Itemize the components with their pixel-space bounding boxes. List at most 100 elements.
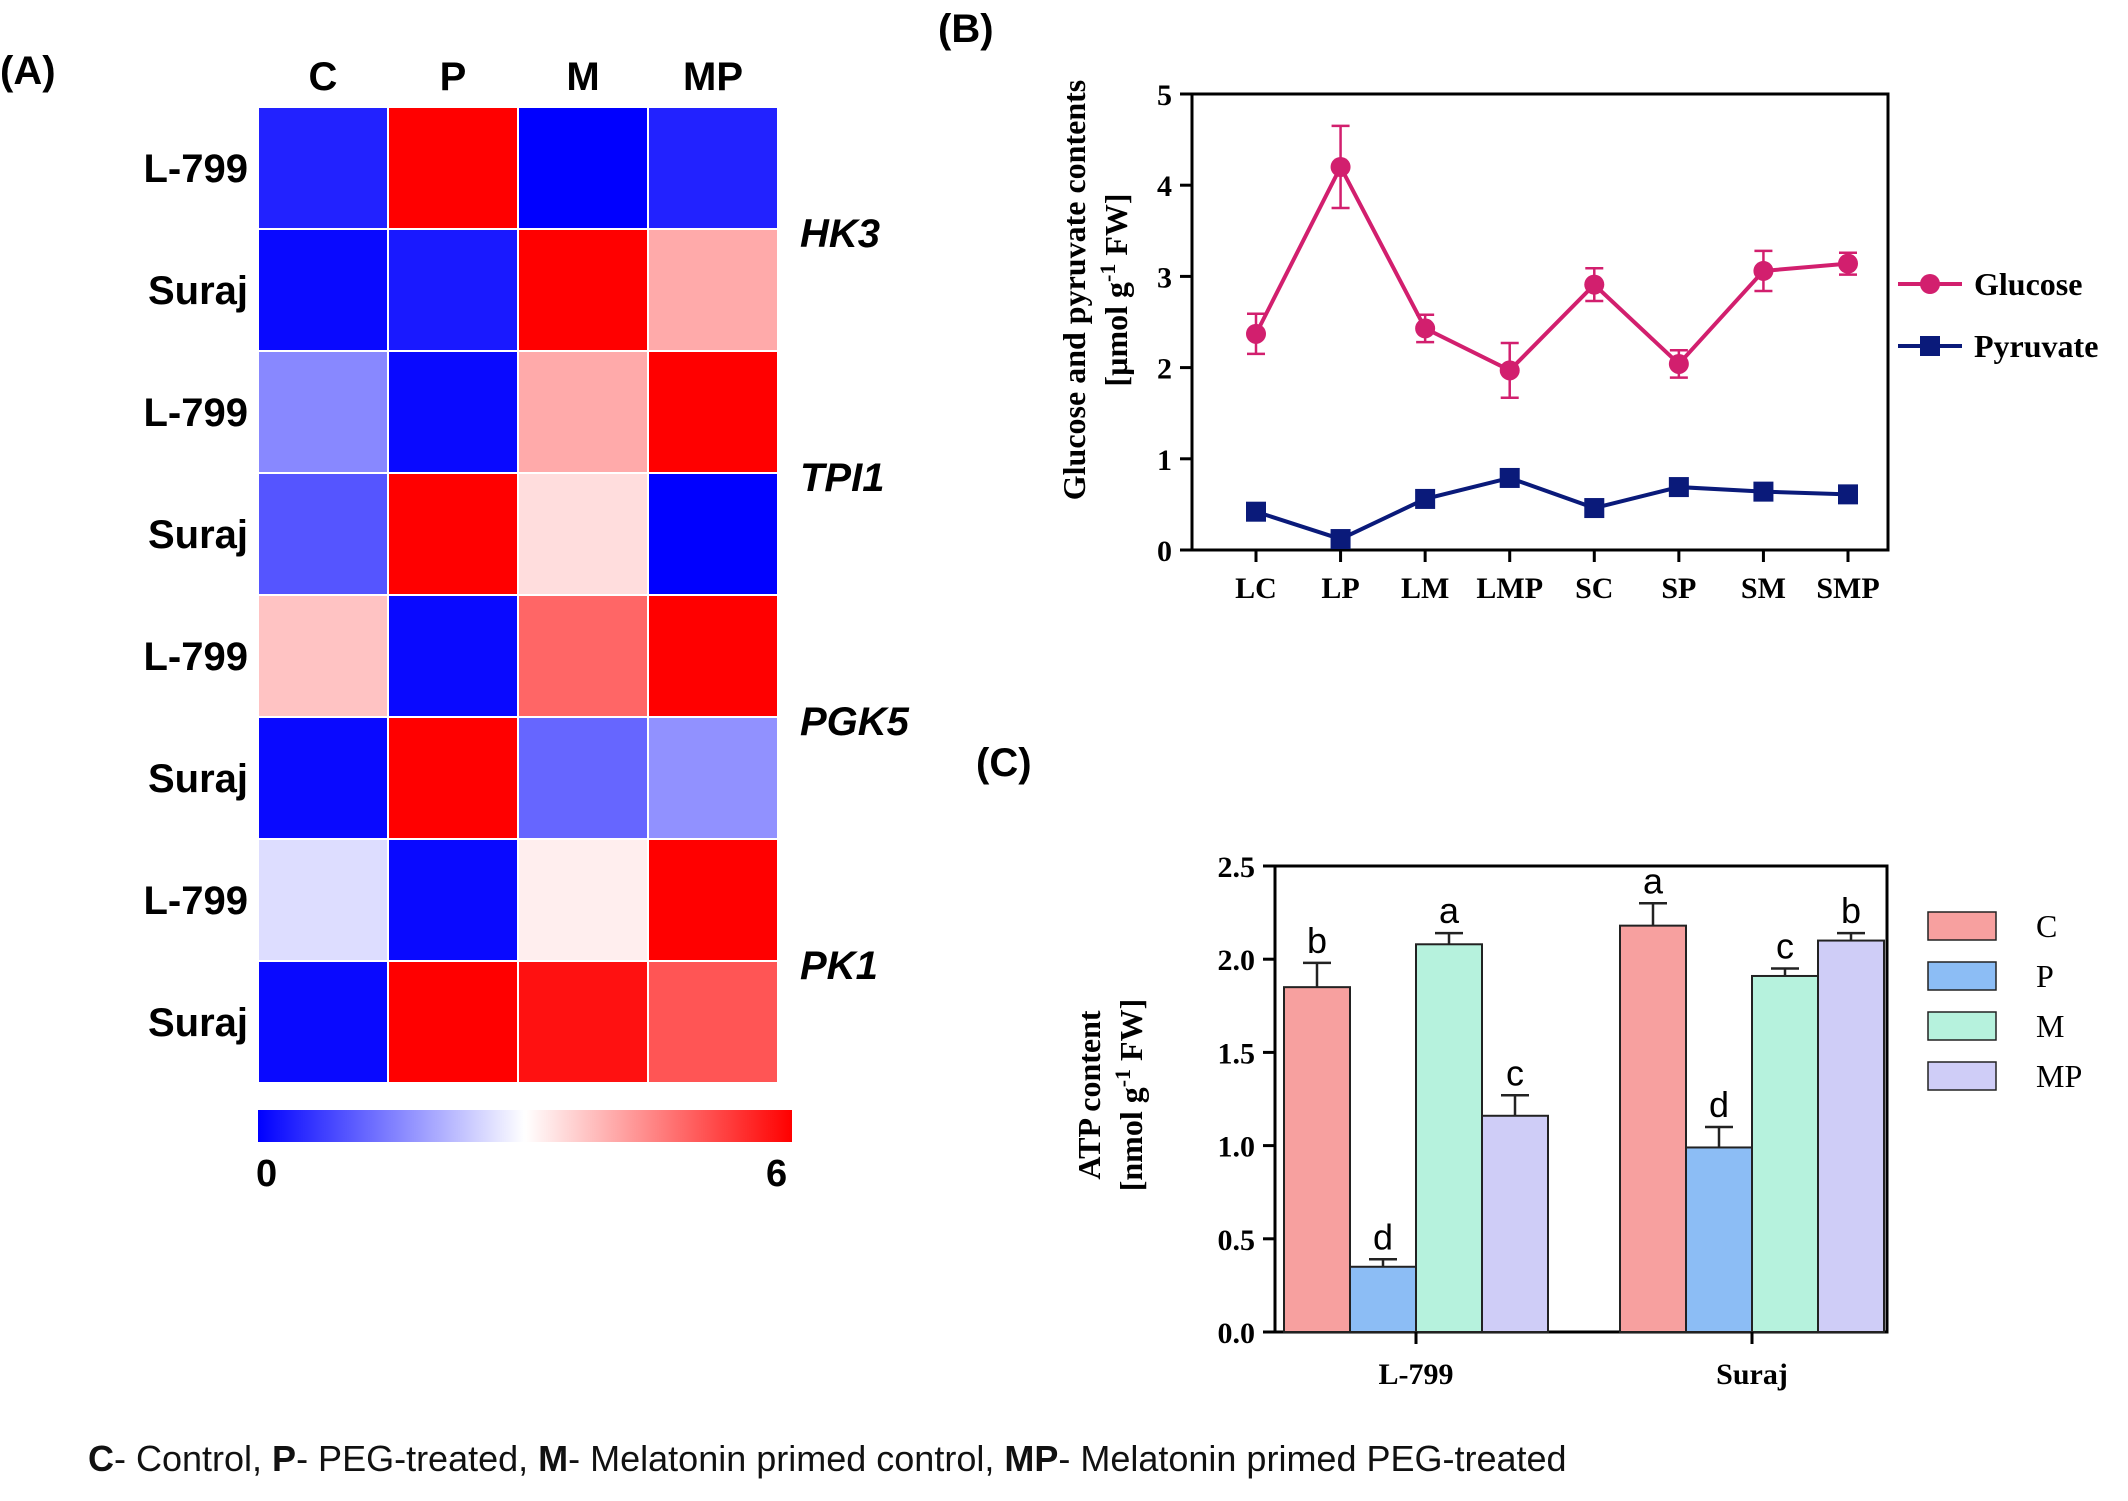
heatmap-cell (257, 106, 389, 230)
heatmap-cell (257, 594, 389, 718)
bar-chart-bar (1283, 986, 1351, 1333)
line-chart-panel: (B) Glucose and pyruvate contents [µmol … (938, 7, 2098, 605)
heatmap-cell (387, 106, 519, 230)
line-chart-point (1499, 360, 1520, 381)
heatmap-cell (387, 838, 519, 962)
heatmap-cell (257, 716, 389, 840)
line-chart-x-tick-label: SP (1661, 572, 1696, 605)
heatmap-gene-label: PK1 (800, 944, 878, 988)
heatmap-row-label: Suraj (148, 513, 248, 557)
bar-chart-x-tick-label: Suraj (1716, 1358, 1788, 1391)
line-chart-y-tick-label: 5 (1157, 79, 1172, 112)
bar-chart-significance-letter: d (1709, 1084, 1729, 1125)
heatmap-cell (517, 472, 649, 596)
bar-chart-y-ticks: 0.0 0.5 1.0 1.5 2.0 2.5 (1218, 851, 1275, 1350)
line-chart-legend-marker (1920, 274, 1940, 294)
heatmap-panel: (A) C P M MP L-799 Suraj L-799 Suraj L-799 Suraj… (0, 49, 910, 1195)
line-chart-point (1838, 484, 1858, 505)
bar-chart-bar (1619, 924, 1687, 1333)
bar-chart-legend-label: C (2036, 908, 2057, 944)
caption-key-c: C (88, 1438, 114, 1479)
line-chart-x-tick-label: LC (1235, 572, 1277, 605)
heatmap-row-label: Suraj (148, 757, 248, 801)
heatmap-row-label: Suraj (148, 269, 248, 313)
line-chart-y-axis-title: Glucose and pyruvate contents (1056, 80, 1092, 500)
line-chart-point (1753, 260, 1774, 281)
heatmap-row-label: L-799 (144, 147, 249, 191)
heatmap-cell (387, 716, 519, 840)
line-chart-point (1668, 353, 1689, 374)
caption-text-m: - Melatonin primed control, (568, 1438, 1005, 1479)
line-chart-point (1246, 323, 1266, 344)
bar-chart-legend-swatch (1927, 1011, 1997, 1041)
bar-chart-legend-swatch (1927, 1061, 1997, 1091)
heatmap-cell (387, 960, 519, 1084)
line-chart-point (1330, 529, 1351, 550)
heatmap-column-labels: C P M MP (309, 55, 743, 99)
line-chart-point (1246, 501, 1266, 522)
line-chart-legend-label: Pyruvate (1974, 328, 2098, 364)
heatmap-cell (257, 228, 389, 352)
heatmap-cell (517, 716, 649, 840)
line-chart-point (1753, 481, 1774, 502)
heatmap-cell (517, 106, 649, 230)
heatmap-column-label: P (440, 55, 467, 99)
line-chart-point (1330, 156, 1351, 177)
line-chart-x-ticks: LC LP LM LMP SC SP SM SMP (1235, 550, 1880, 605)
line-chart-point (1584, 498, 1605, 519)
heatmap-cell (257, 350, 389, 474)
bar-chart-panel: (C) ATP content [nmol g-1 FW] 0.0 0.5 1.0 1… (976, 741, 2082, 1391)
bar-chart-legend-label: M (2036, 1008, 2064, 1044)
heatmap-column-label: C (309, 55, 338, 99)
caption-key-mp: MP (1004, 1438, 1059, 1479)
heatmap-gene-label: PGK5 (800, 700, 910, 744)
heatmap-column-label: MP (683, 55, 743, 99)
panel-label-c: (C) (976, 741, 1032, 785)
line-chart-point (1838, 253, 1858, 274)
bar-chart-frame (1273, 864, 1889, 1334)
heatmap-gene-label: TPI1 (800, 456, 884, 500)
line-chart-y-tick-label: 2 (1157, 353, 1172, 386)
bar-chart-x-labels: L-799 Suraj (1379, 1332, 1788, 1391)
caption-key-p: P (272, 1438, 297, 1479)
heatmap-cell (387, 350, 519, 474)
bar-chart-bar (1751, 974, 1819, 1333)
heatmap-cell (647, 594, 779, 718)
bar-chart-y-axis-unit: [nmol g-1 FW] (1110, 999, 1149, 1192)
caption-text-c: - Control, (114, 1438, 273, 1479)
bar-chart-y-tick-label: 2.0 (1218, 944, 1256, 977)
heatmap-cell (257, 472, 389, 596)
line-chart-x-tick-label: LMP (1476, 572, 1543, 605)
line-chart-y-tick-label: 4 (1157, 170, 1172, 203)
heatmap-cell (517, 350, 649, 474)
bar-chart-significance-letter: b (1307, 920, 1327, 961)
bar-chart-bar (1481, 1114, 1549, 1333)
bar-chart-significance-letter: c (1506, 1052, 1524, 1093)
line-chart-y-ticks: 0 1 2 3 4 5 (1157, 79, 1192, 568)
caption-text-mp: - Melatonin primed PEG-treated (1058, 1438, 1567, 1479)
bar-chart-significance-letter: a (1439, 890, 1460, 931)
line-chart-frame (1190, 92, 1890, 552)
line-chart-legend-label: Glucose (1974, 266, 2082, 302)
heatmap-row-label: L-799 (144, 879, 249, 923)
line-chart-x-tick-label: SMP (1816, 572, 1879, 605)
heatmap-cell (647, 960, 779, 1084)
heatmap-cell (257, 838, 389, 962)
heatmap-cell (517, 838, 649, 962)
bar-chart-legend-swatch (1927, 961, 1997, 991)
bar-chart-bar (1349, 1265, 1417, 1334)
line-chart-point (1668, 477, 1689, 498)
line-chart-legend: Glucose Pyruvate (1898, 266, 2098, 364)
heatmap-cell (517, 594, 649, 718)
line-chart-y-tick-label: 1 (1157, 444, 1172, 477)
heatmap-cell (257, 960, 389, 1084)
heatmap-cell (647, 350, 779, 474)
bar-chart-bar (1685, 1146, 1753, 1333)
heatmap-gene-label: HK3 (800, 212, 880, 256)
heatmap-cell (517, 228, 649, 352)
heatmap-gene-labels: HK3 TPI1 PGK5 PK1 (800, 212, 910, 988)
color-scale-bar (258, 1110, 792, 1142)
bar-chart-significance-letter: a (1643, 860, 1664, 901)
heatmap-row-label: L-799 (144, 391, 249, 435)
